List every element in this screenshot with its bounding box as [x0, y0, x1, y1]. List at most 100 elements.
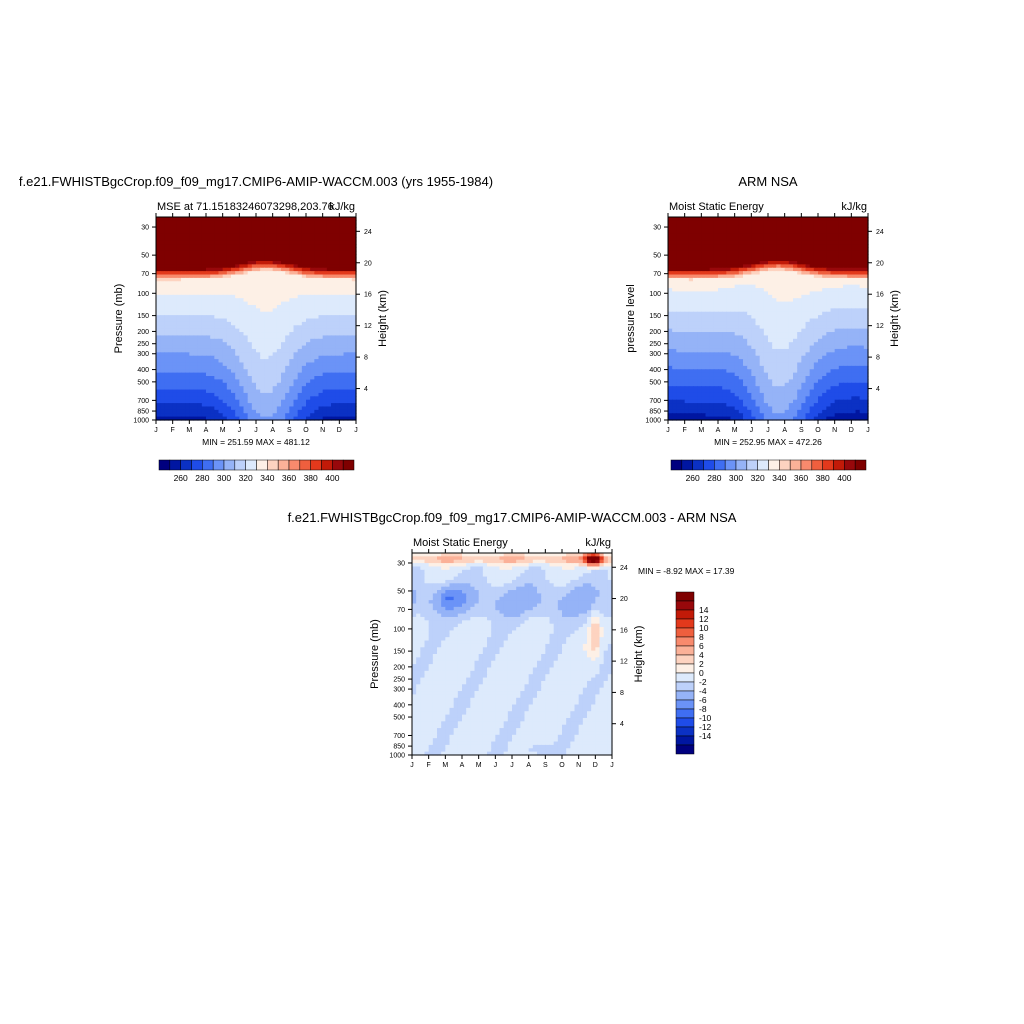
contour-cell — [805, 355, 811, 360]
contour-cell — [738, 220, 744, 225]
contour-cell — [268, 291, 274, 296]
contour-cell — [231, 274, 236, 279]
contour-cell — [251, 325, 257, 330]
contour-cell — [797, 244, 802, 249]
contour-cell — [222, 372, 228, 377]
contour-cell — [260, 318, 265, 323]
contour-cell — [722, 301, 727, 306]
contour-cell — [314, 254, 320, 259]
contour-cell — [226, 409, 232, 414]
contour-cell — [726, 291, 732, 296]
contour-cell — [863, 244, 869, 249]
contour-cell — [813, 240, 819, 245]
contour-cell — [751, 318, 757, 323]
contour-cell — [285, 294, 290, 299]
contour-cell — [256, 264, 261, 269]
contour-cell — [297, 227, 303, 232]
contour-cell — [863, 348, 869, 353]
contour-cell — [818, 345, 823, 350]
contour-cell — [181, 220, 186, 225]
contour-cell — [193, 399, 199, 404]
contour-cell — [851, 321, 857, 326]
contour-cell — [172, 271, 178, 276]
contour-cell — [688, 271, 694, 276]
contour-cell — [276, 325, 282, 330]
contour-cell — [214, 372, 220, 377]
contour-cell — [197, 328, 203, 333]
contour-cell — [701, 301, 707, 306]
contour-cell — [713, 345, 719, 350]
contour-cell — [176, 274, 182, 279]
contour-cell — [784, 260, 790, 265]
contour-cell — [231, 379, 236, 384]
contour-cell — [260, 335, 265, 340]
contour-cell — [343, 267, 349, 272]
contour-cell — [239, 382, 245, 387]
contour-cell — [709, 220, 715, 225]
contour-cell — [747, 250, 752, 255]
contour-cell — [772, 277, 777, 282]
contour-cell — [709, 230, 715, 235]
contour-cell — [793, 264, 798, 269]
contour-cell — [847, 271, 852, 276]
contour-cell — [726, 274, 732, 279]
contour-cell — [289, 365, 295, 370]
contour-cell — [276, 288, 282, 293]
contour-cell — [176, 311, 182, 316]
contour-cell — [331, 359, 336, 364]
contour-cell — [743, 217, 748, 221]
contour-cell — [172, 406, 178, 411]
contour-cell — [730, 230, 736, 235]
contour-cell — [668, 223, 673, 228]
contour-cell — [738, 328, 744, 333]
contour-cell — [322, 288, 328, 293]
contour-cell — [347, 392, 353, 397]
contour-cell — [289, 230, 295, 235]
contour-cell — [805, 277, 811, 282]
contour-cell — [709, 271, 715, 276]
contour-cell — [293, 301, 299, 306]
contour-cell — [680, 291, 686, 296]
contour-cell — [272, 362, 278, 367]
contour-cell — [235, 288, 240, 293]
contour-cell — [830, 328, 836, 333]
contour-cell — [335, 308, 340, 313]
contour-cell — [859, 233, 865, 238]
contour-cell — [801, 254, 807, 259]
contour-cell — [705, 318, 711, 323]
colorbar-label: 400 — [325, 473, 339, 483]
contour-cell — [318, 325, 324, 330]
contour-cell — [668, 233, 673, 238]
contour-cell — [672, 240, 677, 245]
contour-cell — [784, 338, 790, 343]
contour-cell — [176, 318, 182, 323]
contour-cell — [218, 403, 224, 408]
contour-cell — [193, 413, 199, 418]
contour-cell — [763, 264, 769, 269]
contour-cell — [863, 352, 869, 357]
contour-cell — [181, 338, 186, 343]
contour-cell — [759, 298, 765, 303]
contour-cell — [701, 284, 707, 289]
contour-cell — [231, 362, 236, 367]
contour-cell — [809, 301, 815, 306]
contour-cell — [201, 382, 207, 387]
contour-cell — [239, 277, 245, 282]
contour-cell — [851, 244, 857, 249]
contour-cell — [851, 335, 857, 340]
contour-cell — [297, 318, 303, 323]
contour-cell — [306, 308, 311, 313]
contour-cell — [189, 274, 195, 279]
contour-cell — [318, 345, 324, 350]
contour-cell — [310, 237, 315, 242]
contour-cell — [285, 359, 290, 364]
contour-cell — [281, 308, 286, 313]
contour-cell — [201, 240, 207, 245]
contour-cell — [688, 308, 694, 313]
contour-cell — [201, 328, 207, 333]
contour-cell — [310, 274, 315, 279]
contour-cell — [276, 233, 282, 238]
contour-cell — [243, 308, 249, 313]
contour-cell — [201, 321, 207, 326]
contour-cell — [185, 294, 190, 299]
